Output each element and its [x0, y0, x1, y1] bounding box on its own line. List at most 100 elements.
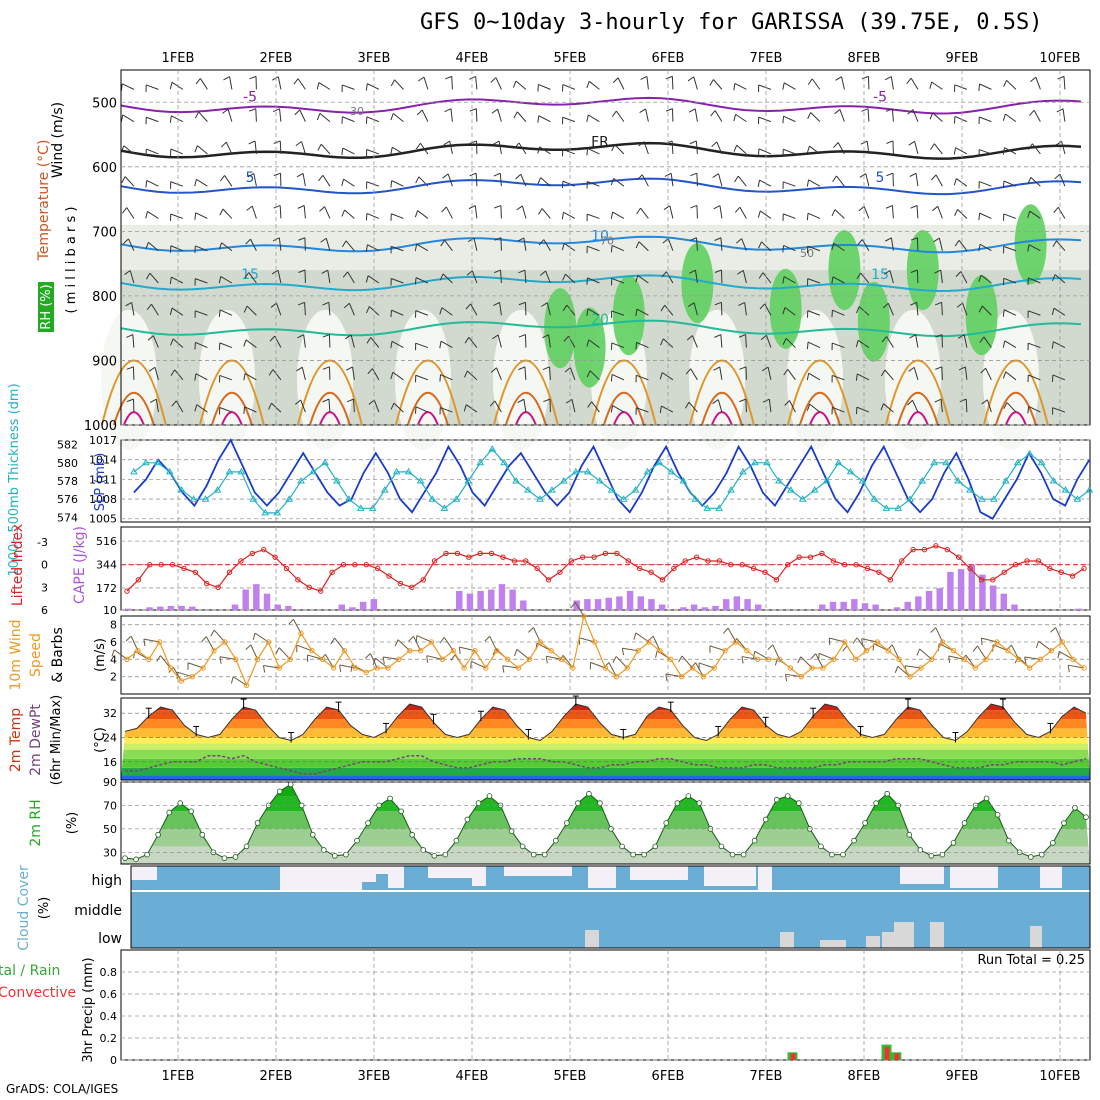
cloud-low-patch [585, 930, 599, 948]
upper-wind-barb [638, 141, 649, 155]
wind10-point [570, 665, 576, 671]
upper-wind-barb [122, 207, 135, 219]
wind10-barb [330, 637, 345, 651]
wind10-barb [288, 618, 302, 634]
temp-band [121, 737, 1090, 744]
upper-wind-barb [366, 181, 380, 189]
wind10-point [265, 639, 272, 645]
upper-wind-barb [1002, 147, 1017, 155]
lifted-point [1058, 569, 1064, 575]
thickness-point [165, 467, 174, 475]
upper-wind-barb [907, 399, 919, 413]
upper-wind-barb [687, 76, 698, 90]
temp2m-label-c: (6hr Min/Max) [49, 695, 64, 785]
upper-wind-barb [610, 405, 625, 413]
upper-wind-barb [908, 366, 919, 380]
upper-wind-barb [565, 398, 576, 413]
cape-bar [968, 565, 976, 610]
wind10-point [1037, 656, 1044, 663]
upper-wind-barb [365, 275, 380, 284]
thickness-point [882, 504, 891, 511]
rh-point [133, 856, 139, 863]
upper-wind-barb [318, 174, 331, 187]
rh-point [287, 781, 294, 788]
upper-wind-barb [390, 371, 404, 381]
upper-wind-barb [390, 340, 404, 349]
upper-wind-barb [757, 148, 772, 156]
upper-wind-barb [612, 77, 625, 90]
cape-bar [274, 604, 281, 610]
upper-wind-barb [171, 400, 184, 413]
upper-wind-barb [586, 147, 600, 156]
upper-wind-barb [367, 368, 380, 381]
upper-wind-barb [518, 366, 527, 380]
upper-wind-barb [586, 114, 600, 123]
date-label-top: 9FEB [946, 51, 979, 66]
thickness-point [798, 495, 807, 502]
slp-tick-label: 1008 [89, 493, 117, 506]
rh-point [641, 851, 647, 858]
isotherm-line [120, 319, 1082, 338]
wind10-point [472, 647, 478, 654]
cape-bar [637, 596, 644, 610]
upper-wind-barb [194, 341, 208, 350]
wind10-point [363, 669, 369, 676]
rh-point [177, 800, 184, 806]
isotherm-warm-arch [198, 359, 265, 426]
upper-wind-barb [886, 172, 894, 187]
wind10-point [624, 665, 630, 671]
upper-wind-barb [561, 211, 576, 220]
rh-point [486, 793, 493, 799]
page-title: GFS 0~10day 3-hourly for GARISSA (39.75E… [420, 10, 1043, 35]
lifted-point [716, 558, 723, 564]
wind10-barb [723, 627, 737, 643]
upper-wind-barb [635, 275, 649, 284]
rh-point [718, 843, 725, 850]
upper-wind-barb [1051, 341, 1066, 349]
upper-wind-barb [586, 308, 600, 316]
isotherm-label: -5 [243, 90, 257, 106]
cloud-high-label: high [91, 873, 122, 889]
rh-band [121, 784, 1090, 797]
rh-point [508, 828, 515, 834]
thickness-point [285, 495, 294, 502]
upper-wind-barb [856, 272, 870, 284]
thickness-series-line [133, 448, 1090, 514]
rh-point [431, 852, 438, 859]
thickness-point [751, 458, 759, 466]
thickness-point [810, 486, 819, 493]
wind10-tick-label: 8 [110, 619, 117, 632]
wind10-point [1005, 647, 1011, 654]
upper-wind-barb [271, 269, 282, 284]
upper-wind-barb [635, 407, 649, 415]
upper-wind-barb [1028, 143, 1041, 155]
upper-wind-barb [831, 276, 845, 284]
upper-wind-barb [1027, 310, 1041, 318]
upper-wind-barb [934, 301, 943, 316]
wind10-point [298, 630, 304, 637]
isotherm-warm-arch [122, 411, 145, 426]
upper-wind-barb [170, 369, 184, 381]
thickness-point [1037, 458, 1046, 466]
isotherm-warm-arch [296, 359, 363, 426]
upper-wind-barb [366, 337, 380, 348]
upper-wind-barb [782, 276, 796, 284]
rh-contour-label: 50 [800, 247, 814, 260]
upper-wind-barb [935, 366, 943, 380]
upper-wind-barb [930, 174, 943, 187]
temp-band [121, 749, 1090, 759]
lifted-point [580, 554, 586, 560]
upper-wind-barb [368, 399, 380, 413]
date-label-bottom: 4FEB [456, 1069, 489, 1084]
rh-tick-label: 50 [103, 823, 117, 836]
cape-bar [157, 606, 164, 610]
thickness-point [225, 467, 234, 475]
upper-wind-barb [244, 272, 257, 284]
upper-wind-barb [219, 374, 233, 383]
upper-wind-barb [611, 277, 625, 286]
upper-wind-barb [758, 84, 772, 92]
precip-label-axis: 3hr Precip (mm) [81, 957, 96, 1062]
grads-credit: GrADS: COLA/IGES [6, 1082, 119, 1096]
upper-wind-barb [636, 207, 649, 219]
upper-wind-barb [586, 277, 600, 285]
